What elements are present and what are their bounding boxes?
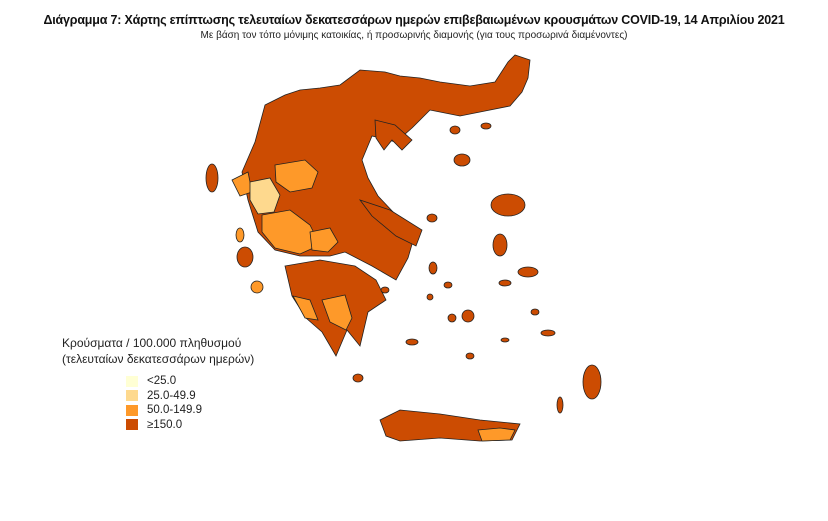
region-moderate-4 bbox=[321, 294, 353, 331]
island-corfu bbox=[205, 163, 219, 193]
island-samothraki bbox=[480, 122, 492, 130]
island-syros bbox=[426, 293, 434, 301]
region-moderate-1 bbox=[274, 159, 319, 193]
island-chios bbox=[492, 233, 508, 257]
island-ikaria bbox=[498, 279, 512, 287]
island-paros bbox=[447, 313, 457, 323]
island-kos bbox=[540, 329, 556, 337]
legend-item: 50.0-149.9 bbox=[126, 403, 254, 418]
island-lesvos bbox=[490, 193, 526, 217]
legend-label: <25.0 bbox=[147, 375, 177, 388]
island-lefkada bbox=[235, 227, 245, 243]
legend-swatch bbox=[126, 375, 138, 387]
legend-label: 25.0-49.9 bbox=[147, 389, 196, 402]
region-north-mainland bbox=[241, 54, 531, 281]
region-moderate-crete-east bbox=[477, 427, 516, 442]
island-santorini bbox=[465, 352, 475, 360]
island-rhodes bbox=[582, 364, 602, 400]
island-skyros bbox=[426, 213, 438, 223]
region-low-ioannina bbox=[249, 177, 281, 215]
island-andros bbox=[428, 261, 438, 275]
legend-swatch bbox=[126, 419, 138, 431]
region-chalkidiki bbox=[374, 119, 413, 151]
island-aegina bbox=[380, 286, 390, 294]
island-astypalaia bbox=[500, 337, 510, 343]
legend-swatch bbox=[126, 404, 138, 416]
island-karpathos bbox=[556, 396, 564, 414]
region-moderate-3 bbox=[309, 227, 339, 253]
island-thasos bbox=[449, 125, 461, 135]
legend-label: ≥150.0 bbox=[147, 418, 183, 431]
island-naxos bbox=[461, 309, 475, 323]
legend-item: <25.0 bbox=[126, 374, 254, 389]
island-kythira bbox=[352, 373, 364, 383]
legend-item: 25.0-49.9 bbox=[126, 389, 254, 404]
island-tinos bbox=[443, 281, 453, 289]
legend-swatch bbox=[126, 390, 138, 402]
island-lemnos bbox=[453, 153, 471, 167]
island-samos bbox=[517, 266, 539, 278]
map-title: Διάγραμμα 7: Χάρτης επίπτωσης τελευταίων… bbox=[43, 13, 785, 27]
map-subtitle: Με βάση τον τόπο μόνιμης κατοικίας, ή πρ… bbox=[200, 30, 628, 41]
region-evia bbox=[358, 199, 423, 247]
island-kefalonia bbox=[236, 246, 254, 268]
region-moderate-2 bbox=[261, 209, 321, 255]
legend-title-line1: Κρούσματα / 100.000 πληθυσμού bbox=[62, 336, 242, 350]
legend-item: ≥150.0 bbox=[126, 418, 254, 433]
legend: Κρούσματα / 100.000 πληθυσμού (τελευταίω… bbox=[62, 335, 254, 432]
island-kalymnos bbox=[530, 308, 540, 316]
legend-title-line2: (τελευταίων δεκατεσσάρων ημερών) bbox=[62, 352, 255, 366]
island-milos bbox=[405, 338, 419, 346]
region-moderate-5 bbox=[292, 295, 319, 321]
legend-label: 50.0-149.9 bbox=[147, 404, 202, 417]
region-moderate-thesprotia bbox=[231, 171, 253, 197]
island-zakynthos bbox=[250, 280, 264, 294]
